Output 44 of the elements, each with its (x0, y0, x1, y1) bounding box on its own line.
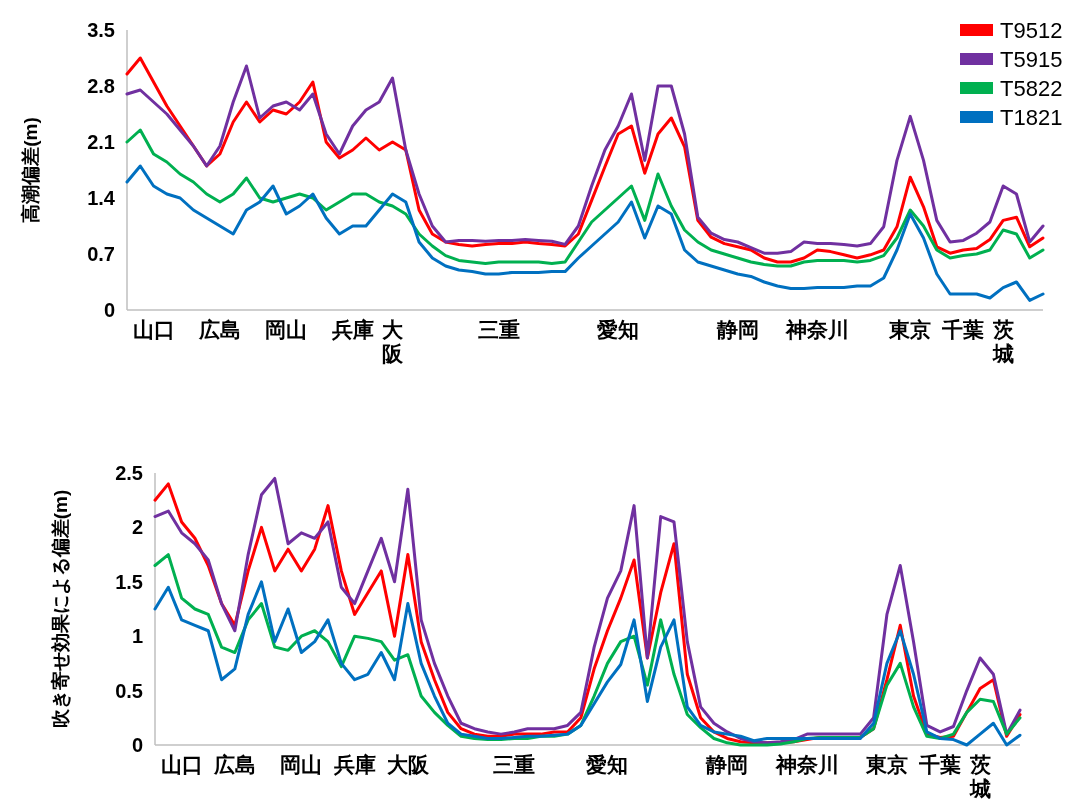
x-tick-label: 千葉 (918, 753, 962, 776)
x-tick-label: 神奈川 (774, 753, 839, 776)
x-tick-label: 静岡 (705, 753, 749, 776)
y-tick-label: 2.1 (87, 131, 115, 153)
y-tick-label: 2.8 (87, 75, 115, 97)
x-tick-label: 千葉 (941, 318, 985, 341)
x-tick-label: 三重 (493, 753, 536, 776)
y-tick-label: 2 (131, 516, 143, 539)
x-tick-label: 三重 (477, 318, 520, 341)
x-tick-label: 東京 (888, 318, 932, 341)
x-tick-label: 愛知 (597, 318, 640, 341)
y-tick-label: 2.5 (115, 462, 143, 484)
legend-label: T9512 (1000, 17, 1063, 43)
y-axis-title: 高潮偏差(m) (19, 117, 41, 223)
x-tick-label: 山口 (132, 318, 175, 341)
y-tick-label: 0 (103, 299, 115, 321)
x-tick-label: 兵庫 (332, 753, 376, 776)
x-tick-label: 岡山 (280, 753, 323, 776)
line-series (125, 164, 1045, 302)
x-tick-label: 神奈川 (784, 318, 849, 341)
x-tick-label: 東京 (864, 753, 908, 776)
x-tick-label: 大阪 (382, 318, 405, 365)
y-axis-title: 吹き寄せ効果による偏差(m) (49, 489, 71, 729)
x-tick-label: 広島 (212, 753, 256, 776)
y-tick-label: 0 (131, 734, 143, 756)
y-tick-label: 1.5 (115, 570, 143, 593)
x-tick-label: 大阪 (386, 753, 430, 776)
x-tick-label: 茨城 (991, 318, 1014, 365)
x-tick-label: 山口 (160, 753, 203, 776)
y-tick-label: 1.4 (87, 187, 116, 209)
x-tick-label: 岡山 (265, 318, 308, 341)
x-tick-label: 静岡 (715, 318, 759, 341)
x-tick-label: 兵庫 (330, 318, 374, 341)
legend-label: T5915 (1000, 46, 1063, 72)
legend-label: T1821 (1000, 104, 1063, 130)
x-tick-label: 茨城 (968, 753, 991, 800)
y-tick-label: 0.7 (87, 243, 115, 265)
y-tick-label: 0.5 (115, 679, 143, 702)
x-tick-label: 広島 (197, 318, 241, 341)
line-series (125, 128, 1045, 268)
x-tick-label: 愛知 (586, 753, 629, 776)
legend-label: T5822 (1000, 75, 1063, 101)
y-tick-label: 3.5 (87, 19, 115, 41)
y-tick-label: 1 (131, 625, 143, 648)
